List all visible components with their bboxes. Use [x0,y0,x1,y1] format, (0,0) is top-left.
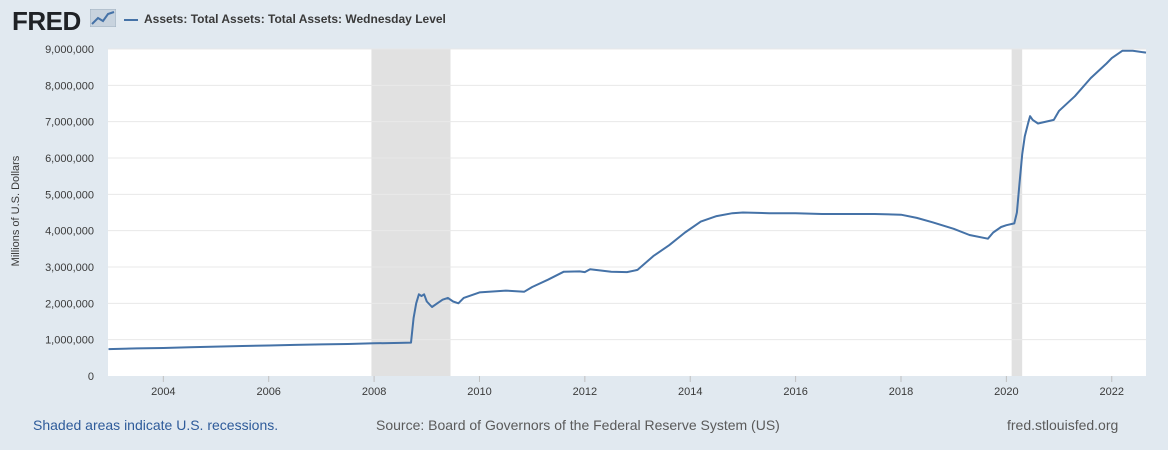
recession-note-link[interactable]: Shaded areas indicate U.S. recessions. [33,417,279,433]
x-tick-label: 2020 [994,386,1018,398]
y-tick-label: 1,000,000 [45,335,94,347]
x-tick-label: 2008 [362,386,386,398]
y-tick-label: 0 [88,371,94,383]
x-tick-label: 2014 [678,386,702,398]
y-tick-label: 4,000,000 [45,226,94,238]
y-axis-label: Millions of U.S. Dollars [10,155,22,267]
y-tick-label: 5,000,000 [45,189,94,201]
line-chart: 0 1,000,000 2,000,000 3,000,000 4,000,000 5,0… [45,44,1147,398]
x-tick-label: 2022 [1100,386,1124,398]
series-line-total-assets [108,49,1147,351]
y-tick-label: 3,000,000 [45,262,94,274]
fred-site-link[interactable]: fred.stlouisfed.org [1007,417,1119,433]
chart-header: FRED Assets: Total Assets: Total Assets:… [0,0,1168,44]
x-tick-label: 2018 [889,386,913,398]
y-tick-label: 9,000,000 [45,44,94,56]
legend-line-swatch [124,18,138,21]
x-tick-label: 2004 [151,386,175,398]
y-axis-ticks: 0 1,000,000 2,000,000 3,000,000 4,000,000 5,0… [45,44,94,383]
x-tick-label: 2012 [573,386,597,398]
recession-band-0 [371,49,451,376]
y-tick-label: 8,000,000 [45,80,94,92]
x-axis-ticks: 2004 2006 2008 2010 2012 2014 2016 2018 2020 2022 [151,376,1124,398]
x-tick-label: 2006 [256,386,280,398]
legend[interactable]: Assets: Total Assets: Total Assets: Wedn… [124,12,446,26]
plot-area [108,49,1146,376]
y-tick-label: 7,000,000 [45,117,94,129]
x-tick-label: 2010 [467,386,491,398]
legend-label: Assets: Total Assets: Total Assets: Wedn… [144,12,446,26]
source-note: Source: Board of Governors of the Federa… [376,417,780,433]
y-tick-label: 2,000,000 [45,298,94,310]
x-tick-label: 2016 [783,386,807,398]
grid-lines [108,48,1146,341]
fred-logo[interactable]: FRED [12,6,81,36]
fred-logo-graph-icon [90,9,116,27]
y-tick-label: 6,000,000 [45,153,94,165]
